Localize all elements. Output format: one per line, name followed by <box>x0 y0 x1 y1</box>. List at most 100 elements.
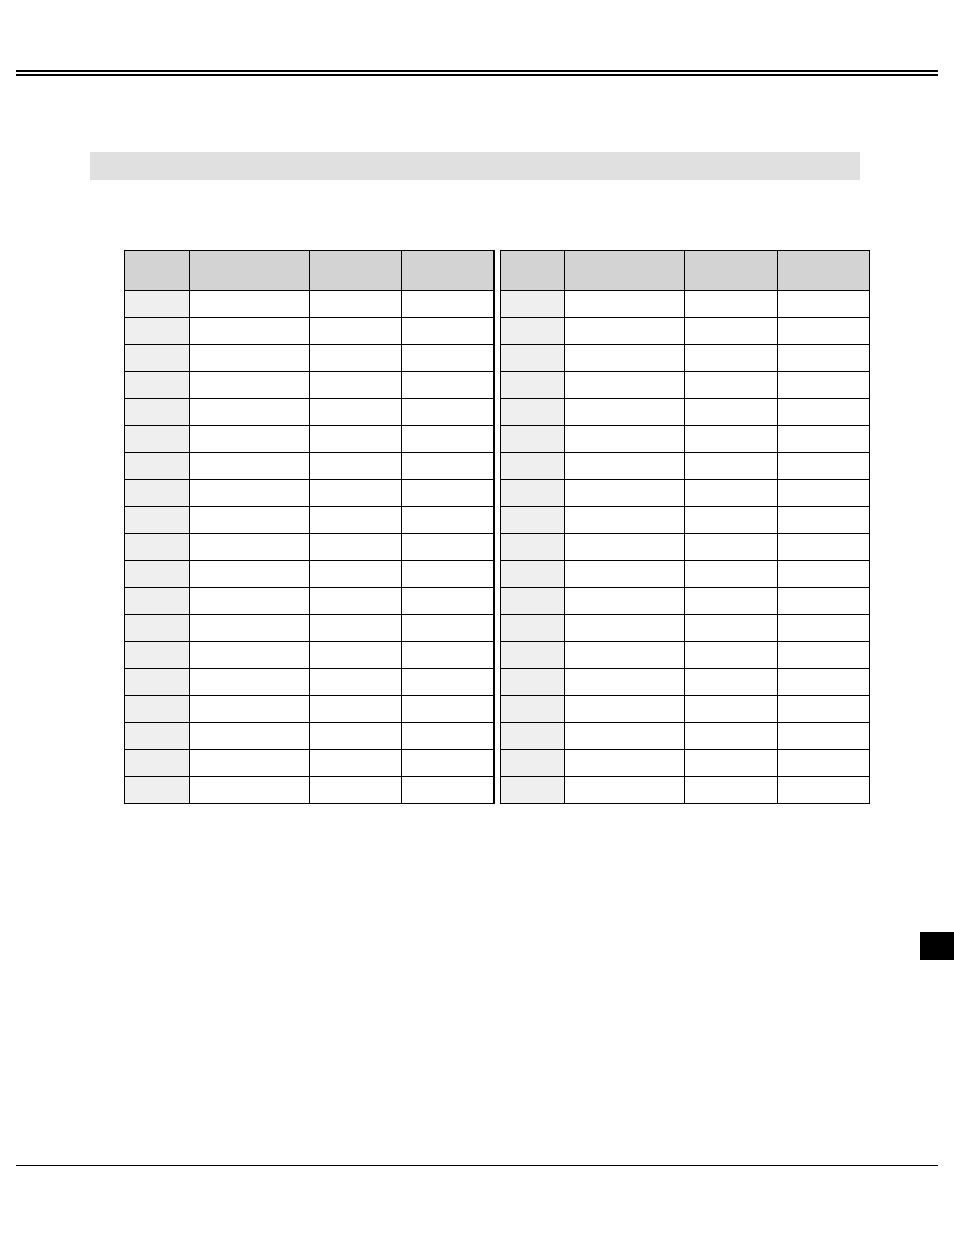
cell <box>309 723 401 750</box>
row-header-right <box>500 426 565 453</box>
row-header-right <box>500 669 565 696</box>
row-header-right <box>500 588 565 615</box>
cell <box>309 615 401 642</box>
side-thumb-tab <box>920 932 954 960</box>
cell <box>565 723 685 750</box>
cell <box>402 615 494 642</box>
table-row <box>125 318 870 345</box>
row-header-right <box>500 480 565 507</box>
table-row <box>125 372 870 399</box>
cell <box>565 453 685 480</box>
cell <box>402 750 494 777</box>
cell <box>777 507 869 534</box>
col-header <box>565 251 685 291</box>
table-row <box>125 426 870 453</box>
cell <box>309 696 401 723</box>
col-header <box>189 251 309 291</box>
cell <box>565 291 685 318</box>
col-header <box>402 251 494 291</box>
cell <box>402 561 494 588</box>
cell <box>189 777 309 804</box>
cell <box>777 291 869 318</box>
cell <box>685 426 777 453</box>
table-row <box>125 588 870 615</box>
row-header-left <box>125 291 190 318</box>
cell <box>685 480 777 507</box>
cell <box>565 750 685 777</box>
cell <box>565 777 685 804</box>
cell <box>777 615 869 642</box>
cell <box>309 399 401 426</box>
row-header-left <box>125 615 190 642</box>
table-row <box>125 345 870 372</box>
cell <box>189 615 309 642</box>
cell <box>402 696 494 723</box>
cell <box>402 399 494 426</box>
data-table-wrap <box>124 250 870 804</box>
cell <box>565 615 685 642</box>
row-header-right <box>500 345 565 372</box>
row-header-left <box>125 642 190 669</box>
cell <box>777 561 869 588</box>
cell <box>402 345 494 372</box>
cell <box>309 453 401 480</box>
table-row <box>125 723 870 750</box>
cell <box>777 399 869 426</box>
cell <box>402 318 494 345</box>
table-row <box>125 696 870 723</box>
row-header-right <box>500 723 565 750</box>
cell <box>402 723 494 750</box>
cell <box>189 399 309 426</box>
data-table <box>124 250 870 804</box>
cell <box>402 507 494 534</box>
row-header-left <box>125 777 190 804</box>
cell <box>189 723 309 750</box>
cell <box>565 669 685 696</box>
row-header-left <box>125 507 190 534</box>
table-head <box>125 251 870 291</box>
row-header-right <box>500 507 565 534</box>
cell <box>309 318 401 345</box>
cell <box>777 318 869 345</box>
col-header <box>685 251 777 291</box>
cell <box>685 534 777 561</box>
row-header-left <box>125 696 190 723</box>
cell <box>189 588 309 615</box>
cell <box>685 777 777 804</box>
cell <box>565 507 685 534</box>
table-row <box>125 642 870 669</box>
cell <box>189 318 309 345</box>
cell <box>565 642 685 669</box>
cell <box>777 642 869 669</box>
cell <box>309 750 401 777</box>
cell <box>777 453 869 480</box>
cell <box>189 372 309 399</box>
cell <box>309 534 401 561</box>
cell <box>565 345 685 372</box>
cell <box>565 561 685 588</box>
row-header-left <box>125 399 190 426</box>
cell <box>189 426 309 453</box>
cell <box>777 723 869 750</box>
row-header-right <box>500 642 565 669</box>
row-header-left <box>125 345 190 372</box>
row-header-left <box>125 669 190 696</box>
row-header-right <box>500 615 565 642</box>
cell <box>189 480 309 507</box>
cell <box>309 642 401 669</box>
cell <box>777 777 869 804</box>
row-header-left <box>125 723 190 750</box>
cell <box>309 588 401 615</box>
cell <box>309 372 401 399</box>
top-double-rule <box>16 70 938 76</box>
cell <box>402 291 494 318</box>
cell <box>402 453 494 480</box>
cell <box>565 480 685 507</box>
cell <box>309 480 401 507</box>
table-body <box>125 291 870 804</box>
table-row <box>125 615 870 642</box>
col-header <box>125 251 190 291</box>
table-row <box>125 750 870 777</box>
cell <box>189 534 309 561</box>
cell <box>402 480 494 507</box>
